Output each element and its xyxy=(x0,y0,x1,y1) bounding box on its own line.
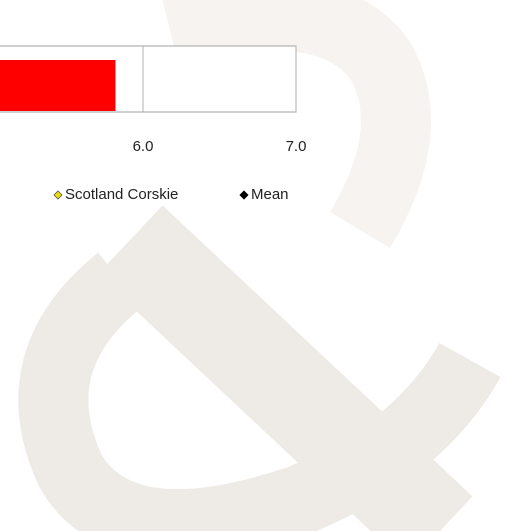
x-tick-label: 6.0 xyxy=(133,138,154,155)
legend-label: Mean xyxy=(251,186,289,203)
watermark xyxy=(18,0,501,531)
bar xyxy=(0,60,116,111)
legend-marker xyxy=(239,190,249,200)
legend-label: Scotland Corskie xyxy=(65,186,178,203)
legend-marker xyxy=(53,190,63,200)
x-tick-label: 7.0 xyxy=(286,138,307,155)
